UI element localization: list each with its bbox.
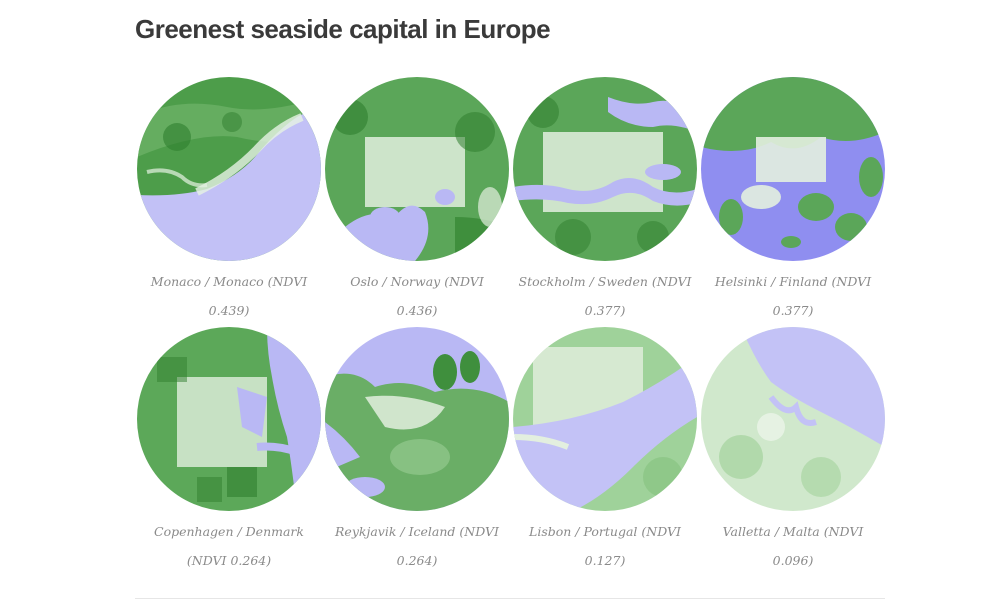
city-map-monaco <box>137 77 321 261</box>
city-caption-valletta: Valletta / Malta (NDVI 0.096) <box>722 524 864 568</box>
city-map-grid: Monaco / Monaco (NDVI 0.439) Oslo / Norw… <box>135 77 887 577</box>
city-card-valletta: Valletta / Malta (NDVI 0.096) <box>699 327 887 577</box>
city-map-copenhagen <box>137 327 321 511</box>
city-caption-monaco: Monaco / Monaco (NDVI 0.439) <box>150 274 308 318</box>
city-card-stockholm: Stockholm / Sweden (NDVI 0.377) <box>511 77 699 327</box>
city-map-reykjavik <box>325 327 509 511</box>
city-card-copenhagen: Copenhagen / Denmark (NDVI 0.264) <box>135 327 323 577</box>
city-map-stockholm <box>513 77 697 261</box>
city-map-valletta <box>701 327 885 511</box>
page-title: Greenest seaside capital in Europe <box>135 14 551 44</box>
city-card-monaco: Monaco / Monaco (NDVI 0.439) <box>135 77 323 327</box>
city-caption-copenhagen: Copenhagen / Denmark (NDVI 0.264) <box>154 524 304 568</box>
city-map-helsinki <box>701 77 885 261</box>
city-caption-oslo: Oslo / Norway (NDVI 0.436) <box>350 274 484 318</box>
city-caption-lisbon: Lisbon / Portugal (NDVI 0.127) <box>529 524 681 568</box>
city-map-lisbon <box>513 327 697 511</box>
bottom-divider <box>135 598 885 599</box>
city-card-reykjavik: Reykjavik / Iceland (NDVI 0.264) <box>323 327 511 577</box>
city-map-oslo <box>325 77 509 261</box>
city-caption-stockholm: Stockholm / Sweden (NDVI 0.377) <box>518 274 692 318</box>
city-card-helsinki: Helsinki / Finland (NDVI 0.377) <box>699 77 887 327</box>
city-caption-helsinki: Helsinki / Finland (NDVI 0.377) <box>714 274 872 318</box>
city-caption-reykjavik: Reykjavik / Iceland (NDVI 0.264) <box>335 524 499 568</box>
city-card-oslo: Oslo / Norway (NDVI 0.436) <box>323 77 511 327</box>
city-card-lisbon: Lisbon / Portugal (NDVI 0.127) <box>511 327 699 577</box>
